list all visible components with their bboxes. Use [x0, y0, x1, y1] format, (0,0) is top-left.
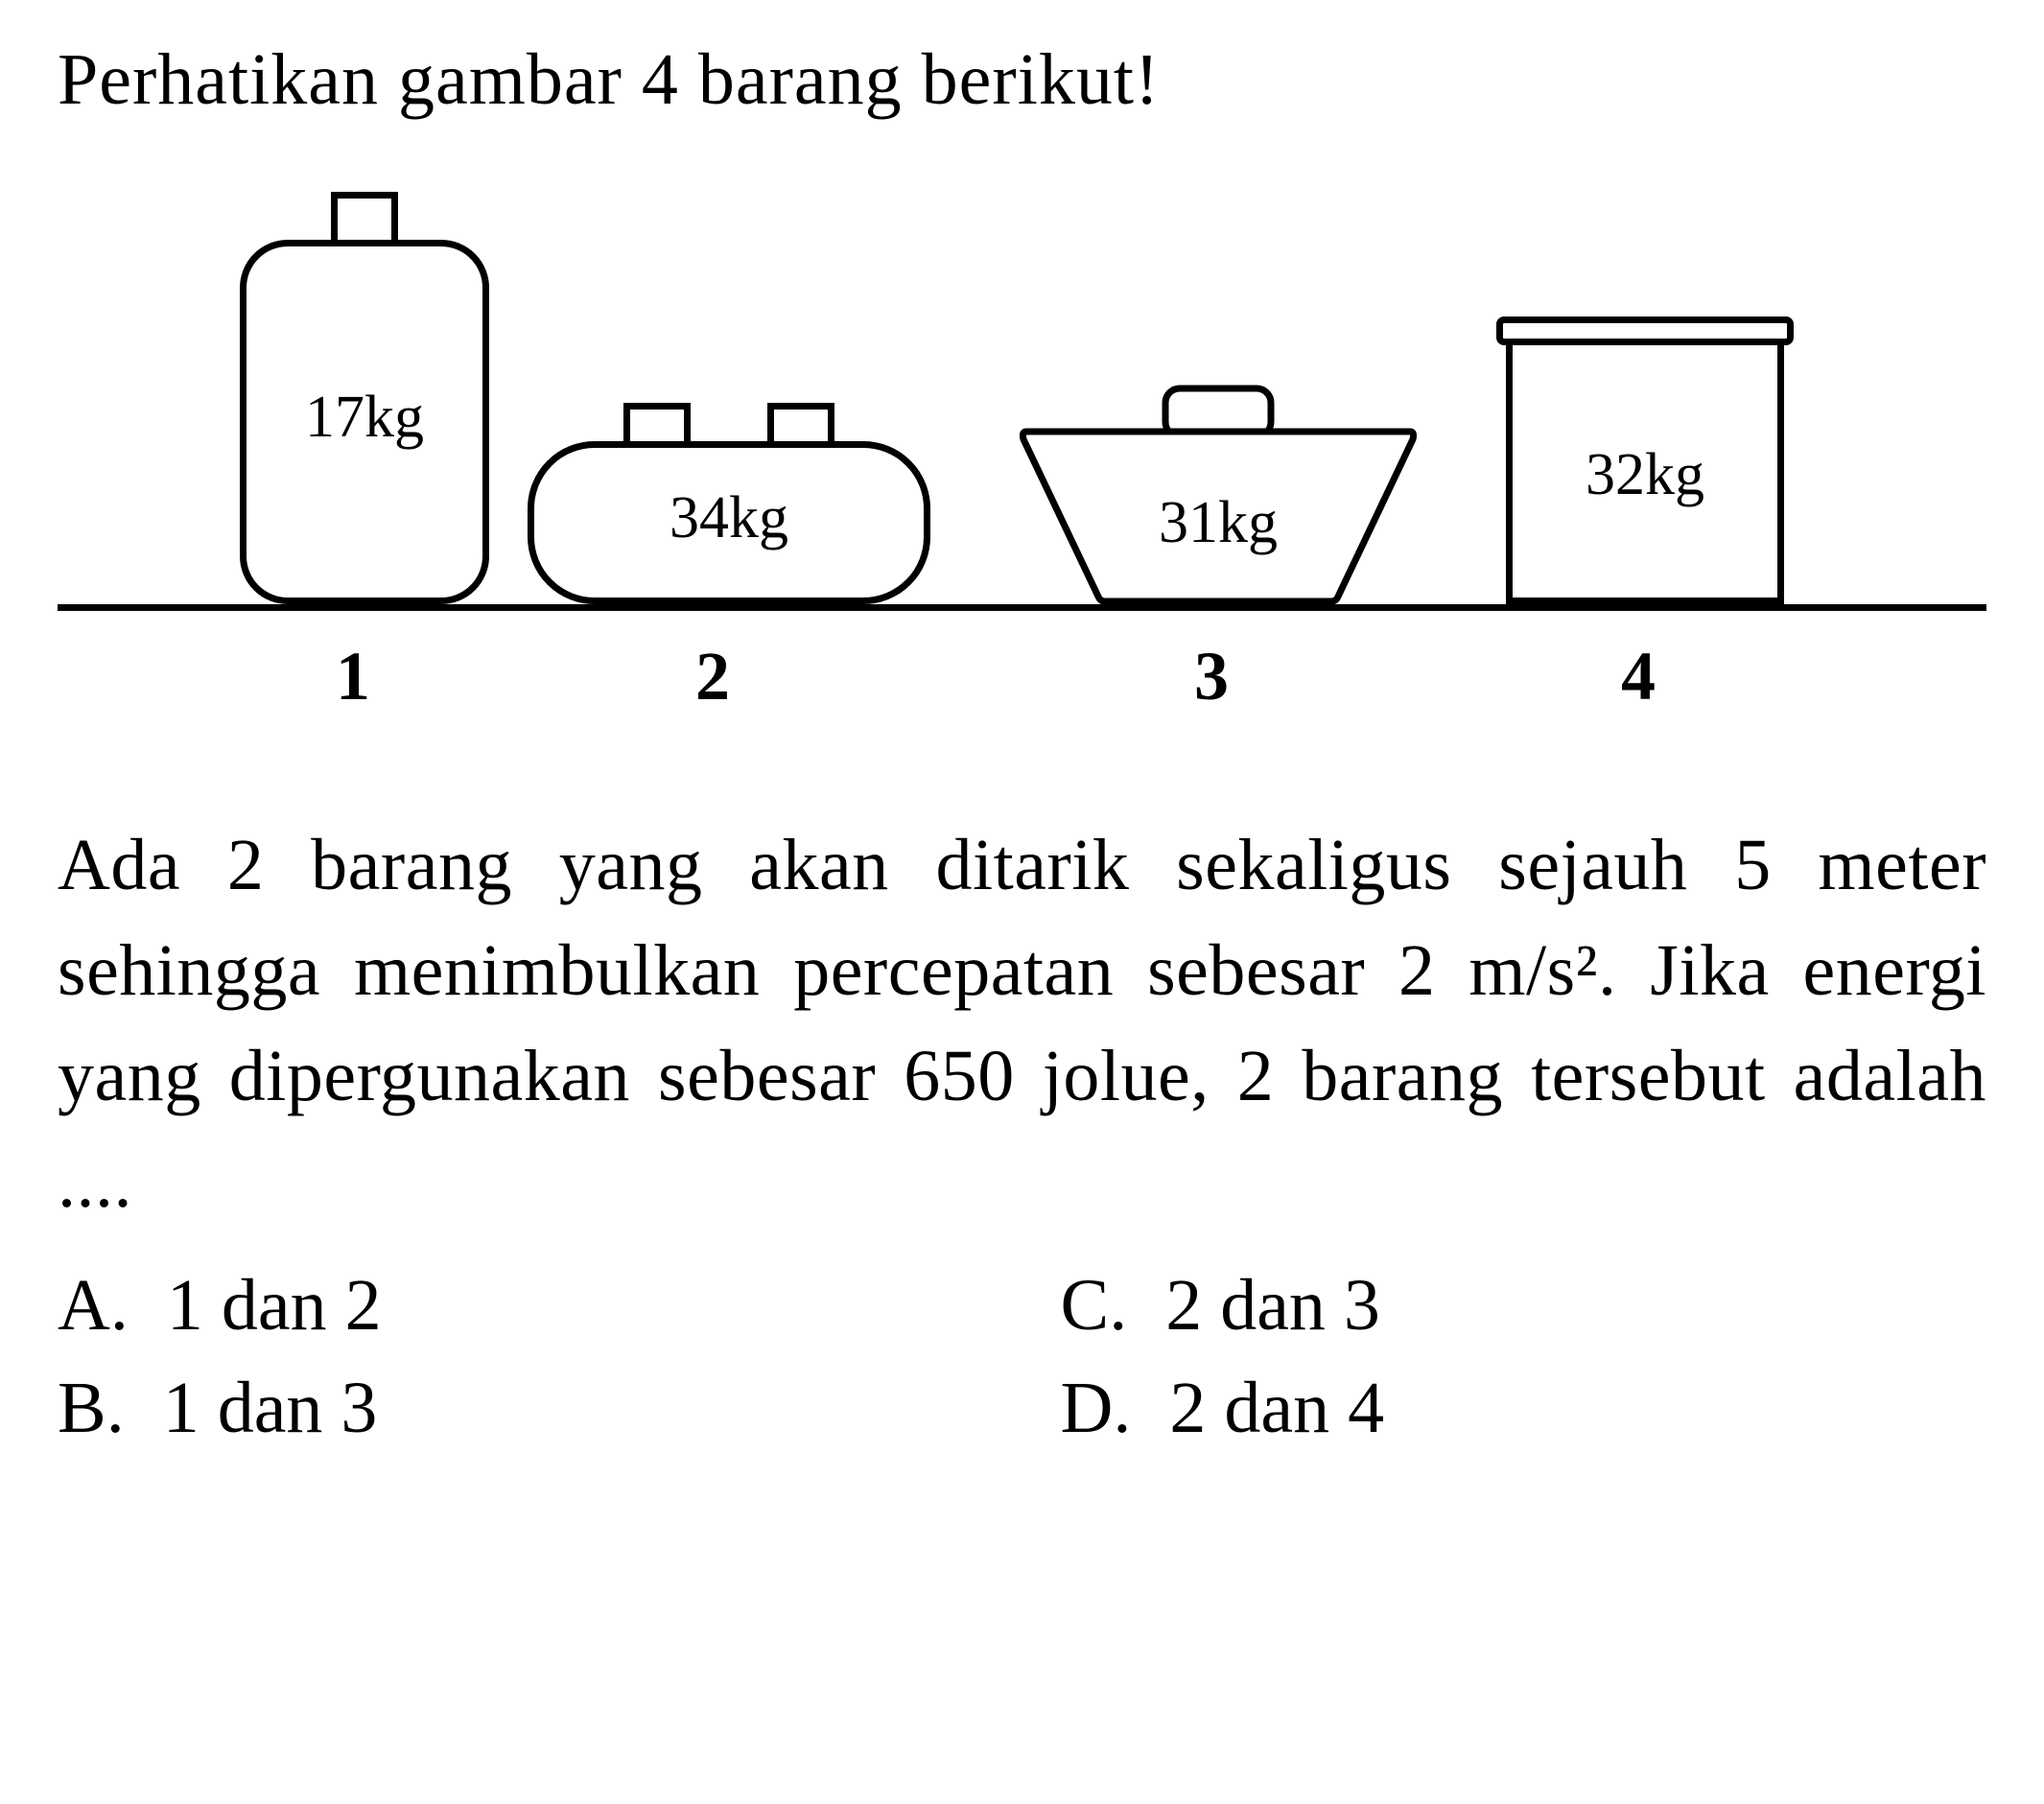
- option-a-text: 1 dan 2: [167, 1264, 382, 1347]
- option-d-letter: D.: [1061, 1367, 1132, 1450]
- object-4: 32kg: [1506, 316, 1784, 604]
- object-1-cap: [331, 192, 398, 240]
- option-c-letter: C.: [1061, 1264, 1128, 1347]
- options-container: A. 1 dan 2 C. 2 dan 3 B. 1 dan 3 D. 2 da…: [58, 1264, 1986, 1450]
- object-number-1: 1: [336, 637, 370, 716]
- object-2: 34kg: [528, 393, 930, 604]
- option-b-text: 1 dan 3: [163, 1367, 378, 1450]
- object-2-cap2: [767, 403, 834, 441]
- object-1-weight: 17kg: [240, 384, 489, 452]
- question-title: Perhatikan gambar 4 barang berikut!: [58, 38, 1986, 122]
- option-c-text: 2 dan 3: [1165, 1264, 1380, 1347]
- object-3-weight: 31kg: [1017, 489, 1420, 557]
- object-number-4: 4: [1621, 637, 1656, 716]
- option-a-letter: A.: [58, 1264, 129, 1347]
- option-b-letter: B.: [58, 1367, 125, 1450]
- object-number-2: 2: [695, 637, 730, 716]
- object-1: 17kg: [240, 192, 489, 604]
- question-body: Ada 2 barang yang akan ditarik sekaligus…: [58, 812, 1986, 1235]
- option-c: C. 2 dan 3: [1061, 1264, 1987, 1347]
- option-a: A. 1 dan 2: [58, 1264, 984, 1347]
- option-d: D. 2 dan 4: [1061, 1367, 1987, 1450]
- object-number-3: 3: [1194, 637, 1229, 716]
- option-d-text: 2 dan 4: [1169, 1367, 1384, 1450]
- object-3: 31kg: [1017, 384, 1420, 604]
- diagram-container: 17kg 34kg 31kg 32kg 1 2 3 4: [58, 179, 1986, 716]
- number-row: 1 2 3 4: [58, 621, 1986, 716]
- object-2-weight: 34kg: [528, 484, 930, 552]
- option-b: B. 1 dan 3: [58, 1367, 984, 1450]
- object-2-cap1: [623, 403, 691, 441]
- object-4-weight: 32kg: [1506, 441, 1784, 509]
- object-4-lid: [1496, 316, 1794, 345]
- ground-line: [58, 604, 1986, 611]
